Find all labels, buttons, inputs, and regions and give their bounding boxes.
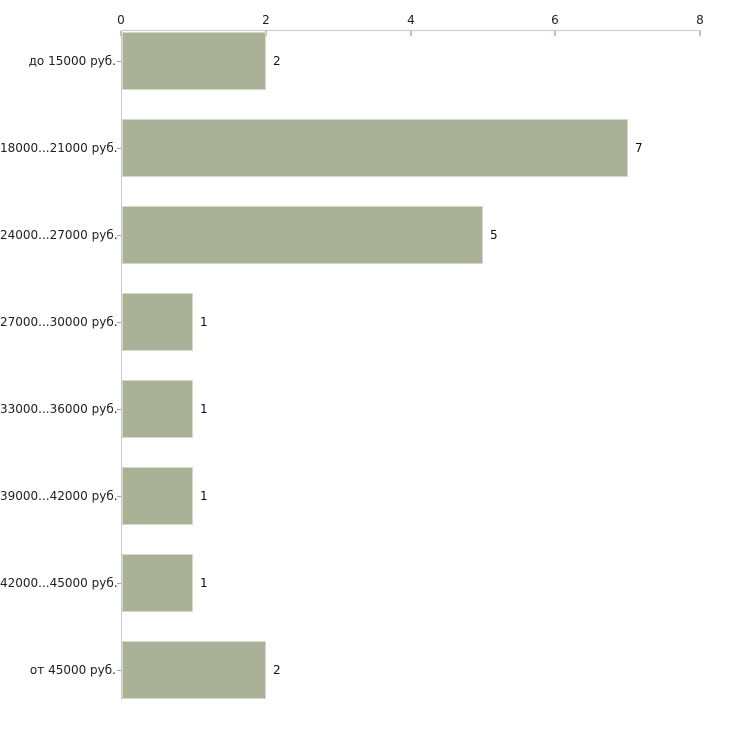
- category-tick: [117, 409, 121, 410]
- x-axis-tick: [699, 31, 701, 36]
- category-label: 33000...36000 руб.: [0, 402, 118, 416]
- category-tick: [117, 235, 121, 236]
- category-label: 39000...42000 руб.: [0, 489, 118, 503]
- bar: [122, 206, 483, 264]
- bar: [122, 293, 193, 351]
- x-axis-tick-label: 4: [407, 13, 415, 27]
- bar: [122, 32, 266, 90]
- x-axis-tick: [410, 31, 412, 36]
- bar: [122, 119, 628, 177]
- x-axis-line: [121, 30, 701, 31]
- category-tick: [117, 496, 121, 497]
- category-label: 42000...45000 руб.: [0, 576, 118, 590]
- category-tick: [117, 670, 121, 671]
- value-label: 1: [200, 576, 208, 590]
- value-label: 1: [200, 489, 208, 503]
- category-label: 24000...27000 руб.: [0, 228, 118, 242]
- x-axis-tick: [265, 31, 267, 36]
- x-axis-tick-label: 2: [262, 13, 270, 27]
- bar: [122, 641, 266, 699]
- x-axis-tick-label: 8: [696, 13, 704, 27]
- value-label: 1: [200, 402, 208, 416]
- category-label: 27000...30000 руб.: [0, 315, 118, 329]
- value-label: 5: [490, 228, 498, 242]
- x-axis-tick-label: 0: [117, 13, 125, 27]
- x-axis-tick-label: 6: [551, 13, 559, 27]
- bar: [122, 380, 193, 438]
- category-label: 18000...21000 руб.: [0, 141, 118, 155]
- category-label: от 45000 руб.: [29, 663, 116, 677]
- bar: [122, 554, 193, 612]
- bar: [122, 467, 193, 525]
- value-label: 2: [273, 54, 281, 68]
- x-axis-tick: [120, 31, 122, 36]
- category-tick: [117, 322, 121, 323]
- category-label: до 15000 руб.: [28, 54, 116, 68]
- value-label: 1: [200, 315, 208, 329]
- category-tick: [117, 61, 121, 62]
- category-tick: [117, 583, 121, 584]
- value-label: 7: [635, 141, 643, 155]
- x-axis-tick: [554, 31, 556, 36]
- value-label: 2: [273, 663, 281, 677]
- y-axis-line: [121, 30, 122, 700]
- category-tick: [117, 148, 121, 149]
